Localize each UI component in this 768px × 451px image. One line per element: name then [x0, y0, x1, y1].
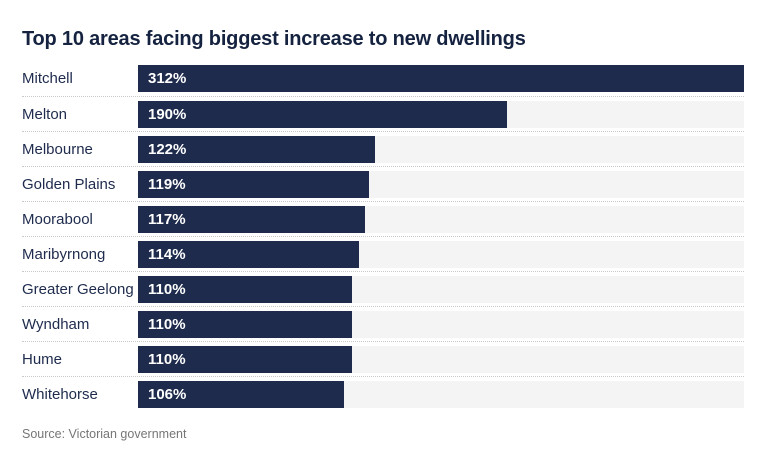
bar: 114%: [138, 240, 360, 268]
bar-track: 122%: [138, 135, 744, 163]
chart-row: Golden Plains 119%: [22, 166, 744, 201]
row-label: Golden Plains: [22, 175, 116, 193]
bar-track: 119%: [138, 170, 744, 198]
chart-row: Whitehorse 106%: [22, 376, 744, 411]
row-label: Hume: [22, 350, 63, 368]
bar-track: 110%: [138, 275, 744, 303]
bar-track: 117%: [138, 205, 744, 233]
bar: 106%: [138, 380, 344, 408]
row-label: Melton: [22, 105, 68, 123]
bar-track: 106%: [138, 380, 744, 408]
bar-value: 117%: [148, 210, 186, 228]
row-label: Wyndham: [22, 315, 90, 333]
bar-value: 190%: [148, 105, 187, 123]
bar-value: 110%: [148, 350, 186, 368]
bar-value: 110%: [148, 315, 186, 333]
chart-row: Melbourne 122%: [22, 131, 744, 166]
row-label: Whitehorse: [22, 385, 98, 403]
chart-row: Mitchell 312%: [22, 61, 744, 96]
row-label: Moorabool: [22, 210, 93, 228]
row-label: Melbourne: [22, 140, 93, 158]
row-label: Mitchell: [22, 70, 73, 87]
bar: 110%: [138, 275, 352, 303]
bar-value: 119%: [148, 175, 186, 193]
bar: 312%: [138, 65, 744, 92]
source-attribution: Source: Victorian government: [22, 427, 187, 441]
bar-track: 114%: [138, 240, 744, 268]
bar-value: 114%: [148, 245, 186, 263]
bar-value: 106%: [148, 385, 187, 403]
bar: 117%: [138, 205, 366, 233]
bar-track: 312%: [138, 65, 744, 92]
bar-track: 110%: [138, 345, 744, 373]
chart-row: Hume 110%: [22, 341, 744, 376]
bar-value: 110%: [148, 280, 186, 298]
chart-row: Greater Geelong 110%: [22, 271, 744, 306]
bar: 110%: [138, 345, 352, 373]
chart-title: Top 10 areas facing biggest increase to …: [22, 28, 526, 50]
chart-row: Melton 190%: [22, 96, 744, 131]
bar-value: 122%: [148, 140, 187, 158]
chart-row: Wyndham 110%: [22, 306, 744, 341]
bar-track: 110%: [138, 310, 744, 338]
row-label: Greater Geelong: [22, 280, 134, 298]
chart-rows: Mitchell 312% Melton 190% Melbourne 122%…: [22, 61, 744, 411]
bar: 119%: [138, 170, 370, 198]
chart-row: Maribyrnong 114%: [22, 236, 744, 271]
row-label: Maribyrnong: [22, 245, 106, 263]
chart-row: Moorabool 117%: [22, 201, 744, 236]
bar: 122%: [138, 135, 375, 163]
bar-value: 312%: [148, 70, 187, 87]
bar: 190%: [138, 100, 508, 128]
bar-track: 190%: [138, 100, 744, 128]
bar: 110%: [138, 310, 352, 338]
